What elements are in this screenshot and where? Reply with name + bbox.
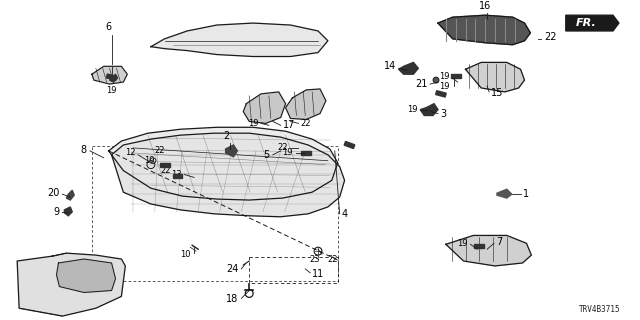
Text: 18: 18: [226, 294, 238, 304]
Polygon shape: [92, 66, 127, 84]
Text: 17: 17: [283, 120, 295, 130]
Text: 1: 1: [522, 189, 529, 199]
Text: 19: 19: [439, 83, 450, 92]
Text: 3: 3: [440, 108, 446, 118]
Polygon shape: [465, 62, 525, 92]
Polygon shape: [109, 127, 338, 200]
Polygon shape: [474, 244, 484, 248]
Polygon shape: [106, 74, 117, 80]
Text: 22: 22: [160, 166, 170, 175]
Text: 16: 16: [479, 1, 492, 11]
Polygon shape: [226, 145, 237, 157]
Polygon shape: [344, 141, 355, 148]
Text: TRV4B3715: TRV4B3715: [579, 305, 621, 314]
Polygon shape: [65, 207, 72, 216]
Polygon shape: [109, 74, 118, 82]
Text: 19: 19: [106, 86, 117, 95]
Text: FR.: FR.: [576, 18, 597, 28]
Text: 8: 8: [80, 145, 86, 155]
Text: 19: 19: [248, 119, 259, 128]
Text: 19: 19: [439, 72, 450, 81]
Text: 15: 15: [491, 88, 504, 98]
Text: 20: 20: [47, 188, 60, 198]
Polygon shape: [67, 190, 74, 200]
Text: 12: 12: [125, 148, 135, 157]
Text: 22: 22: [300, 119, 311, 128]
Text: 24: 24: [226, 264, 238, 274]
Polygon shape: [243, 92, 285, 124]
Text: 19: 19: [145, 156, 155, 165]
Text: 9: 9: [53, 207, 60, 217]
Polygon shape: [17, 253, 125, 316]
Text: 11: 11: [312, 269, 324, 279]
Text: 21: 21: [415, 79, 427, 89]
Polygon shape: [420, 104, 438, 116]
Text: 22: 22: [277, 143, 287, 152]
Polygon shape: [436, 91, 446, 97]
Polygon shape: [160, 163, 170, 167]
Text: 10: 10: [180, 250, 190, 259]
Text: 4: 4: [342, 209, 348, 219]
Text: 22: 22: [544, 32, 557, 42]
Text: 23: 23: [309, 254, 320, 264]
Polygon shape: [451, 74, 461, 78]
Text: 5: 5: [264, 150, 270, 160]
Circle shape: [433, 77, 439, 83]
Text: 19: 19: [407, 105, 417, 114]
Polygon shape: [56, 259, 115, 292]
Text: 22: 22: [328, 254, 339, 264]
Polygon shape: [151, 23, 328, 57]
Polygon shape: [566, 15, 619, 31]
Text: 19: 19: [282, 148, 292, 157]
Polygon shape: [301, 151, 311, 155]
Polygon shape: [497, 189, 512, 198]
Polygon shape: [399, 62, 419, 74]
Polygon shape: [446, 236, 531, 266]
Text: 7: 7: [496, 237, 502, 247]
Text: 14: 14: [383, 61, 396, 71]
Polygon shape: [111, 133, 344, 217]
Text: 13: 13: [171, 170, 181, 179]
Polygon shape: [173, 174, 182, 179]
Text: 6: 6: [106, 22, 111, 32]
Polygon shape: [285, 89, 326, 119]
Polygon shape: [438, 15, 531, 45]
Text: 22: 22: [155, 146, 165, 156]
Text: 2: 2: [223, 131, 230, 141]
Text: 19: 19: [457, 239, 467, 248]
